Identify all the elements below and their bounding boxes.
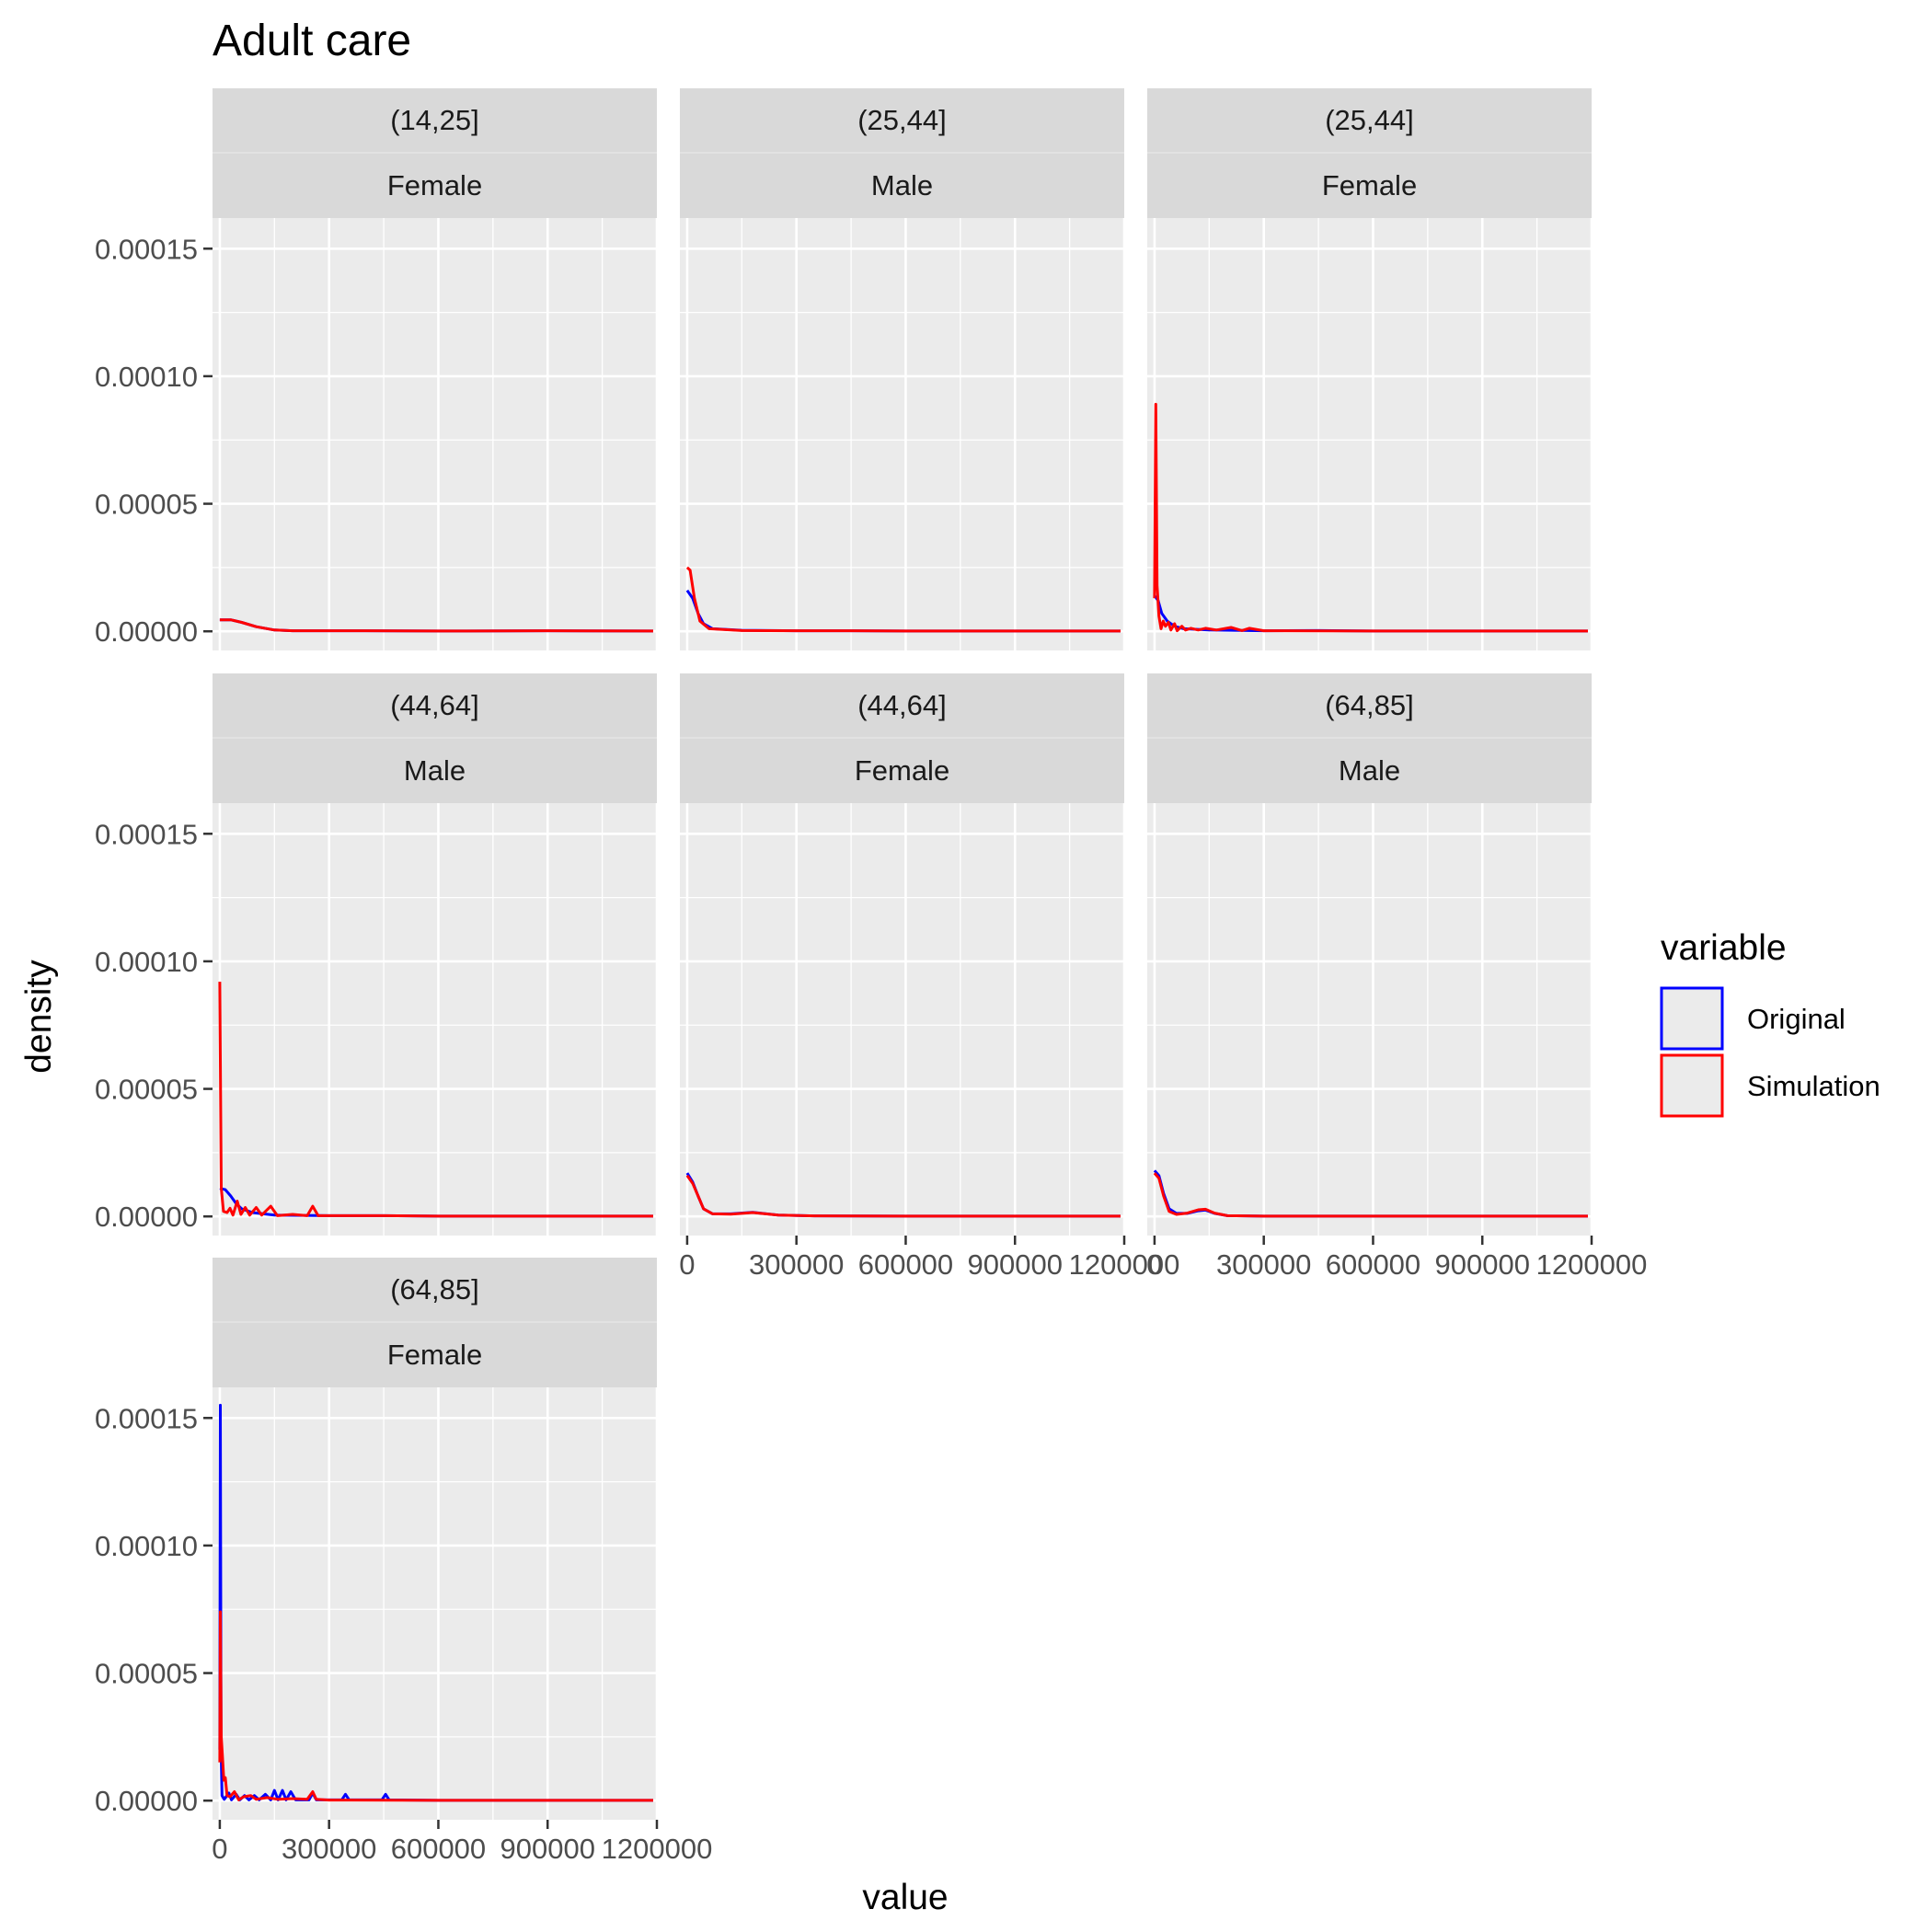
facet-panel: (64,85] Female 0.00000 0.00005 0.00010 0.0001…	[95, 1258, 712, 1865]
gridlines	[680, 218, 1126, 650]
gridlines	[213, 218, 659, 650]
density-line-simulation	[218, 982, 653, 1218]
x-tick-label: 1200000	[1069, 1248, 1180, 1281]
legend: variable Original Simulation	[1660, 928, 1880, 1118]
x-tick-label: 600000	[1326, 1248, 1420, 1281]
y-tick-label: 0.00015	[95, 1402, 198, 1434]
strip-label-sex: Male	[1339, 754, 1400, 787]
strip-label-sex: Female	[387, 169, 482, 201]
strip-label-age: (25,44]	[1325, 104, 1414, 136]
density-line-simulation	[685, 1174, 1121, 1218]
panel-background	[1147, 803, 1592, 1236]
y-tick-label: 0.00005	[95, 1658, 198, 1690]
strip-label-age: (44,64]	[390, 689, 479, 721]
strip-label-age: (25,44]	[857, 104, 947, 136]
x-tick-label: 900000	[500, 1833, 595, 1865]
x-axis-title: value	[862, 1878, 948, 1917]
x-tick-label: 1200000	[602, 1833, 713, 1865]
x-tick-label: 0	[679, 1248, 695, 1281]
facet-panel: (25,44] Male	[680, 88, 1126, 650]
facet-panel: (14,25] Female 0.00000 0.00005 0.00010 0.0001…	[95, 88, 659, 650]
strip-age	[213, 88, 657, 153]
strip-sex	[1147, 153, 1592, 218]
y-tick-label: 0.00005	[95, 1074, 198, 1106]
y-axis-title: density	[19, 960, 59, 1074]
chart-title: Adult care	[213, 17, 411, 65]
panel-background	[1147, 218, 1592, 650]
legend-title: variable	[1661, 928, 1787, 968]
legend-label-simulation: Simulation	[1747, 1070, 1880, 1102]
y-tick-label: 0.00000	[95, 615, 198, 648]
density-line-simulation	[1153, 402, 1588, 633]
strip-label-age: (64,85]	[1325, 689, 1414, 721]
x-tick-label: 300000	[749, 1248, 844, 1281]
strip-sex	[680, 153, 1124, 218]
strip-label-age: (64,85]	[390, 1273, 479, 1305]
strip-age	[680, 673, 1124, 738]
strip-sex	[213, 738, 657, 803]
strip-age	[1147, 88, 1592, 153]
panel-background	[213, 1387, 657, 1820]
facet-panel: (44,64] Female 0 300000 600000 900000 1200000	[679, 673, 1179, 1281]
density-line-simulation	[219, 618, 654, 633]
y-tick-label: 0.00015	[95, 818, 198, 850]
strip-sex	[1147, 738, 1592, 803]
x-tick-label: 900000	[968, 1248, 1063, 1281]
x-tick-label: 1200000	[1536, 1248, 1648, 1281]
y-tick-label: 0.00010	[95, 361, 198, 393]
y-tick-label: 0.00010	[95, 1530, 198, 1562]
facet-panels: (14,25] Female 0.00000 0.00005 0.00010 0.0001…	[95, 88, 1647, 1865]
x-tick-label: 300000	[282, 1833, 376, 1865]
facet-panel: (44,64] Male 0.00000 0.00005 0.00010 0.00015	[95, 673, 659, 1236]
strip-label-age: (44,64]	[857, 689, 947, 721]
x-tick-label: 0	[1146, 1248, 1162, 1281]
x-tick-label: 0	[212, 1833, 227, 1865]
legend-key-simulation	[1660, 1053, 1724, 1118]
density-line-simulation	[1153, 1172, 1588, 1218]
y-tick-label: 0.00015	[95, 233, 198, 265]
y-tick-label: 0.00005	[95, 489, 198, 521]
x-tick-label: 300000	[1216, 1248, 1311, 1281]
panel-background	[213, 218, 657, 650]
x-tick-label: 600000	[391, 1833, 486, 1865]
gridlines	[680, 803, 1126, 1236]
legend-label-original: Original	[1747, 1003, 1846, 1035]
strip-label-age: (14,25]	[390, 104, 479, 136]
panel-background	[680, 803, 1124, 1236]
strip-label-sex: Male	[871, 169, 933, 201]
x-tick-label: 600000	[858, 1248, 953, 1281]
strip-age	[680, 88, 1124, 153]
density-line-simulation	[218, 1610, 653, 1802]
strip-label-sex: Female	[387, 1339, 482, 1371]
gridlines	[1147, 803, 1593, 1236]
strip-label-sex: Male	[404, 754, 466, 787]
x-tick-label: 900000	[1435, 1248, 1530, 1281]
panel-background	[213, 803, 657, 1236]
legend-key-original	[1660, 986, 1724, 1051]
strip-label-sex: Female	[855, 754, 949, 787]
y-tick-label: 0.00000	[95, 1785, 198, 1817]
strip-age	[213, 673, 657, 738]
strip-sex	[213, 153, 657, 218]
strip-age	[213, 1258, 657, 1322]
y-tick-label: 0.00000	[95, 1201, 198, 1233]
panel-background	[680, 218, 1124, 650]
strip-sex	[213, 1322, 657, 1387]
y-tick-label: 0.00010	[95, 946, 198, 978]
facet-panel: (25,44] Female	[1147, 88, 1593, 650]
strip-age	[1147, 673, 1592, 738]
strip-sex	[680, 738, 1124, 803]
density-line-simulation	[685, 566, 1121, 633]
facet-panel: (64,85] Male 0 300000 600000 900000 1200000	[1146, 673, 1647, 1281]
strip-label-sex: Female	[1322, 169, 1417, 201]
